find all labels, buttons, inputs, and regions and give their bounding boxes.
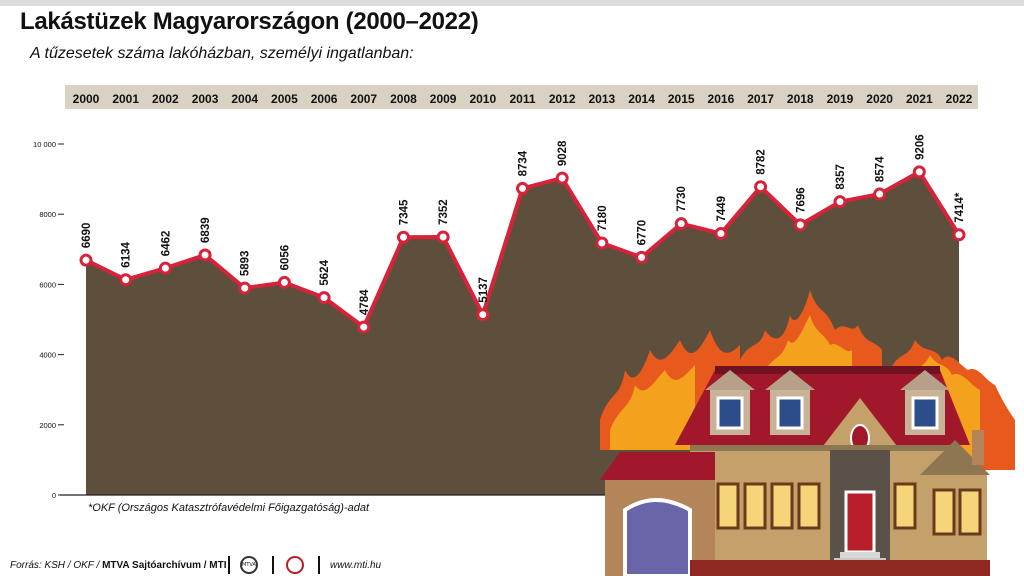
data-label: 7696 xyxy=(795,187,807,213)
data-point xyxy=(119,273,133,287)
data-label: 5893 xyxy=(240,251,252,277)
data-point xyxy=(317,291,331,305)
mtva-logo-icon: MTVA xyxy=(240,556,258,574)
data-label: 6839 xyxy=(200,217,212,243)
data-label: 9206 xyxy=(914,134,926,160)
data-label: 4784 xyxy=(359,289,371,315)
data-point xyxy=(198,248,212,262)
data-point xyxy=(952,228,966,242)
x-tick-label: 2003 xyxy=(192,92,219,106)
data-point xyxy=(277,275,291,289)
data-label: 5137 xyxy=(478,277,490,303)
footer-separator xyxy=(318,556,320,574)
data-label: 7352 xyxy=(438,199,450,225)
data-point xyxy=(714,227,728,241)
top-bar xyxy=(0,0,1024,6)
data-label: 8357 xyxy=(835,164,847,190)
x-tick-label: 2007 xyxy=(350,92,377,106)
x-tick-label: 2005 xyxy=(271,92,298,106)
y-tick-label: 2000 xyxy=(39,421,56,430)
data-label: 7449 xyxy=(716,196,728,222)
x-tick-label: 2011 xyxy=(509,92,535,106)
right-wing-roof xyxy=(920,440,990,475)
chart-title: Lakástüzek Magyarországon (2000–2022) xyxy=(20,8,479,35)
data-label: 7180 xyxy=(597,205,609,231)
data-point xyxy=(476,308,490,322)
source-prefix: Forrás: KSH / OKF / xyxy=(10,560,103,571)
data-label: 6134 xyxy=(121,242,133,268)
x-tick-label: 2001 xyxy=(112,92,139,106)
data-point xyxy=(396,230,410,244)
y-tick-label: 4000 xyxy=(39,351,56,360)
data-label: 6462 xyxy=(160,231,172,257)
data-point xyxy=(158,261,172,275)
year-band xyxy=(65,85,978,109)
x-tick-label: 2020 xyxy=(866,92,893,106)
data-point xyxy=(754,180,768,194)
data-point xyxy=(793,218,807,232)
y-tick-label: 10 000 xyxy=(33,140,56,149)
dormers xyxy=(705,370,950,435)
data-point xyxy=(635,250,649,264)
mti-logo-icon xyxy=(286,556,304,574)
source-credit: Forrás: KSH / OKF / MTVA Sajtóarchívum /… xyxy=(10,560,227,571)
x-tick-label: 2002 xyxy=(152,92,179,106)
x-tick-label: 2014 xyxy=(628,92,655,106)
data-point xyxy=(674,217,688,231)
x-tick-label: 2013 xyxy=(589,92,616,106)
data-label: 7730 xyxy=(676,186,688,212)
website-link[interactable]: www.mti.hu xyxy=(330,560,382,571)
x-tick-label: 2019 xyxy=(827,92,854,106)
x-tick-label: 2021 xyxy=(906,92,933,106)
data-label: 7345 xyxy=(398,199,410,225)
y-tick-label: 8000 xyxy=(39,210,56,219)
data-label: 6690 xyxy=(81,223,93,249)
data-label: 5624 xyxy=(319,259,331,285)
data-label: 6770 xyxy=(637,220,649,246)
x-tick-label: 2016 xyxy=(708,92,735,106)
data-point xyxy=(873,187,887,201)
source-bold: MTVA Sajtóarchívum / MTI xyxy=(102,560,227,571)
data-label: 8782 xyxy=(756,149,768,175)
x-tick-label: 2018 xyxy=(787,92,814,106)
data-point xyxy=(833,195,847,209)
data-point xyxy=(238,281,252,295)
burning-house-illustration xyxy=(600,290,1015,576)
data-label: 9028 xyxy=(557,140,569,166)
x-tick-label: 2015 xyxy=(668,92,695,106)
x-tick-label: 2004 xyxy=(231,92,258,106)
data-point xyxy=(516,181,529,195)
data-point xyxy=(595,236,609,250)
footnote: *OKF (Országos Katasztrófavédelmi Főigaz… xyxy=(88,502,370,514)
chart-subtitle: A tűzesetek száma lakóházban, személyi i… xyxy=(30,45,414,62)
data-label: 8574 xyxy=(875,156,887,182)
data-label: 8734 xyxy=(518,150,530,176)
data-point xyxy=(912,165,926,179)
main-windows xyxy=(716,482,917,530)
logo-text: MTVA xyxy=(242,562,256,568)
x-tick-label: 2022 xyxy=(946,92,973,106)
x-tick-label: 2006 xyxy=(311,92,338,106)
data-point xyxy=(436,230,450,244)
garage-roof xyxy=(600,452,715,480)
x-tick-label: 2010 xyxy=(469,92,496,106)
x-tick-label: 2017 xyxy=(747,92,774,106)
x-tick-label: 2012 xyxy=(549,92,576,106)
y-tick-label: 6000 xyxy=(39,280,56,289)
data-point xyxy=(357,320,371,334)
data-point xyxy=(79,253,93,267)
footer-separator xyxy=(228,556,230,574)
data-label: 7414* xyxy=(954,192,966,223)
data-label: 6056 xyxy=(279,245,291,271)
x-tick-label: 2009 xyxy=(430,92,457,106)
front-door xyxy=(844,490,876,554)
footer-separator xyxy=(272,556,274,574)
data-point xyxy=(555,171,569,185)
y-tick-label: 0 xyxy=(52,491,56,500)
x-tick-label: 2008 xyxy=(390,92,417,106)
x-tick-label: 2000 xyxy=(73,92,100,106)
